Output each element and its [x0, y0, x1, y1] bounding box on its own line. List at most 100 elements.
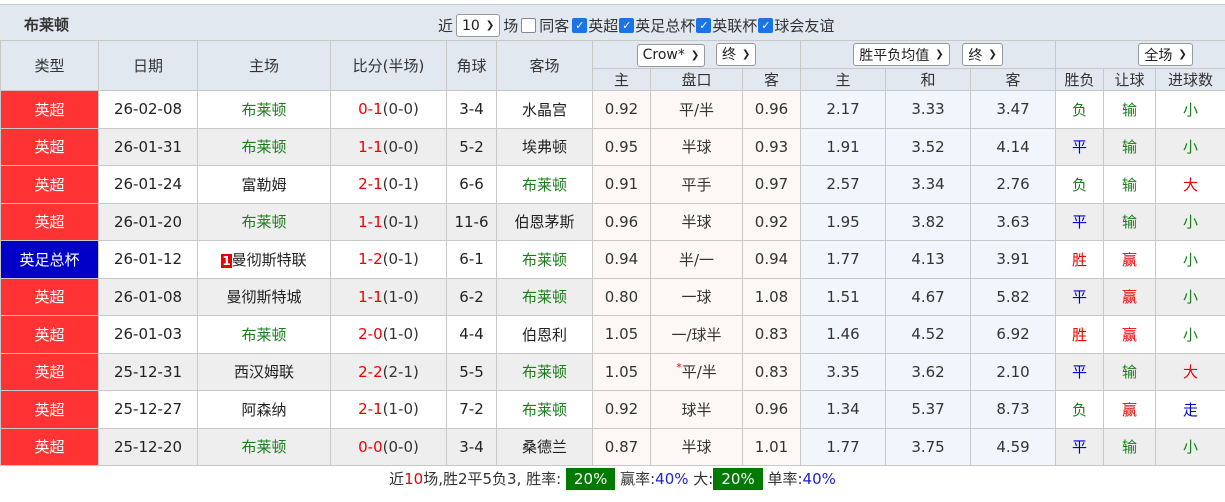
goals-result: 小	[1155, 427, 1225, 466]
matches-table: 类型 日期 主场 比分(半场) 角球 客场 Crow* ❯ 终 ❯ 胜平负均值 ❯ 终…	[0, 40, 1225, 466]
match-type[interactable]: 英超	[0, 352, 99, 391]
company-select[interactable]: Crow* ❯	[636, 43, 706, 67]
eu-away-odds: 8.73	[970, 390, 1057, 429]
half-time-score: (1-0)	[382, 325, 419, 344]
eu-away-odds: 2.10	[970, 352, 1057, 391]
match-type[interactable]: 英超	[0, 390, 99, 429]
half-time-score: (0-0)	[382, 100, 419, 119]
match-type[interactable]: 英超	[0, 165, 99, 204]
match-type[interactable]: 英足总杯	[0, 240, 99, 279]
col-date: 日期	[98, 40, 198, 91]
score[interactable]: 2-1(0-1)	[330, 165, 447, 204]
home-team[interactable]: 富勒姆	[197, 165, 331, 204]
table-row: 英超 26-02-08 布莱顿 0-1(0-0) 3-4 水晶宫 0.92 平/半 0.96 2.…	[0, 90, 1225, 129]
score[interactable]: 2-0(1-0)	[330, 315, 447, 354]
col-type: 类型	[0, 40, 99, 91]
score[interactable]: 1-2(0-1)	[330, 240, 447, 279]
chevron-down-icon: ❯	[1178, 49, 1187, 60]
eu-home-odds: 1.95	[800, 202, 887, 241]
score[interactable]: 2-1(1-0)	[330, 390, 447, 429]
euro-period-select[interactable]: 终 ❯	[962, 43, 1003, 66]
ah-home-odds: 0.92	[592, 390, 651, 429]
goals-result: 小	[1155, 240, 1225, 279]
ah-line-value: 平/半	[678, 100, 715, 119]
league-checkbox[interactable]: ✓	[696, 18, 712, 33]
near-label: 近	[438, 17, 454, 35]
corners: 6-1	[446, 240, 497, 279]
table-row: 英超 26-01-20 布莱顿 1-1(0-1) 11-6 伯恩茅斯 0.96 半球 0.92 1…	[0, 202, 1225, 241]
ah-away-odds: 0.83	[741, 352, 802, 391]
away-team[interactable]: 布莱顿	[496, 240, 593, 279]
eu-home-odds: 2.57	[800, 165, 887, 204]
away-team[interactable]: 埃弗顿	[496, 127, 593, 166]
away-team-name: 布莱顿	[521, 288, 567, 307]
away-team-name: 布莱顿	[521, 175, 567, 194]
away-team[interactable]: 布莱顿	[496, 165, 593, 204]
score[interactable]: 0-1(0-0)	[330, 90, 447, 129]
same-venue-checkbox[interactable]	[521, 18, 537, 33]
ah-away-odds: 1.01	[741, 427, 802, 466]
asian-period-select[interactable]: 终 ❯	[716, 42, 757, 66]
away-team[interactable]: 布莱顿	[496, 352, 593, 391]
handicap-result: 赢	[1103, 315, 1157, 354]
away-team[interactable]: 桑德兰	[496, 427, 593, 466]
ah-home-odds: 0.92	[592, 90, 651, 129]
handicap-result: 赢	[1103, 240, 1157, 279]
eu-draw-odds: 4.52	[885, 315, 972, 354]
away-team[interactable]: 布莱顿	[496, 277, 593, 316]
goals-result: 小	[1155, 277, 1225, 316]
home-team[interactable]: 阿森纳	[197, 390, 331, 429]
home-team[interactable]: 1曼彻斯特联	[197, 240, 331, 279]
table-row: 英足总杯 26-01-12 1曼彻斯特联 1-2(0-1) 6-1 布莱顿 0.94 半/一 0…	[0, 240, 1225, 279]
corners: 6-2	[446, 277, 497, 316]
ah-away-odds: 0.97	[741, 165, 802, 204]
win-loss-result: 平	[1055, 202, 1105, 241]
match-type[interactable]: 英超	[0, 427, 99, 466]
home-team[interactable]: 布莱顿	[197, 127, 331, 166]
half-time-score: (0-0)	[382, 137, 419, 156]
away-team[interactable]: 布莱顿	[496, 390, 593, 429]
handicap-result: 赢	[1103, 390, 1157, 429]
away-team[interactable]: 伯恩茅斯	[496, 202, 593, 241]
away-team[interactable]: 伯恩利	[496, 315, 593, 354]
half-time-score: (0-0)	[382, 437, 419, 456]
match-type[interactable]: 英超	[0, 315, 99, 354]
home-team[interactable]: 布莱顿	[197, 427, 331, 466]
league-checkbox[interactable]: ✓	[572, 18, 588, 33]
ah-away-odds: 0.96	[741, 90, 802, 129]
ah-line: 球半	[650, 390, 743, 429]
score[interactable]: 1-1(0-1)	[330, 202, 447, 241]
match-date: 26-01-31	[98, 127, 198, 166]
league-checkbox[interactable]: ✓	[758, 18, 774, 33]
home-team[interactable]: 西汉姆联	[197, 352, 331, 391]
eu-home-odds: 3.35	[800, 352, 887, 391]
match-count-value: 10	[462, 17, 480, 34]
home-team[interactable]: 曼彻斯特城	[197, 277, 331, 316]
match-type[interactable]: 英超	[0, 127, 99, 166]
score[interactable]: 2-2(2-1)	[330, 352, 447, 391]
scope-select[interactable]: 全场 ❯	[1138, 43, 1193, 66]
avg-select[interactable]: 胜平负均值 ❯	[853, 43, 950, 66]
matches-label: 场	[503, 17, 519, 35]
league-checkbox[interactable]: ✓	[619, 18, 635, 33]
home-team[interactable]: 布莱顿	[197, 202, 331, 241]
score[interactable]: 1-1(0-0)	[330, 127, 447, 166]
home-team[interactable]: 布莱顿	[197, 90, 331, 129]
away-team-name: 布莱顿	[521, 400, 567, 419]
eu-home-odds: 1.77	[800, 240, 887, 279]
home-team-name: 布莱顿	[241, 100, 287, 119]
score[interactable]: 0-0(0-0)	[330, 427, 447, 466]
away-team[interactable]: 水晶宫	[496, 90, 593, 129]
goals-result: 小	[1155, 315, 1225, 354]
match-count-select[interactable]: 10 ❯	[456, 14, 501, 37]
col-corner: 角球	[446, 40, 497, 91]
match-type[interactable]: 英超	[0, 202, 99, 241]
match-type[interactable]: 英超	[0, 90, 99, 129]
win-loss-result: 平	[1055, 427, 1105, 466]
match-type[interactable]: 英超	[0, 277, 99, 316]
ah-line: 一球	[650, 277, 743, 316]
ah-line-value: 一球	[681, 288, 712, 307]
score[interactable]: 1-1(1-0)	[330, 277, 447, 316]
home-team[interactable]: 布莱顿	[197, 315, 331, 354]
